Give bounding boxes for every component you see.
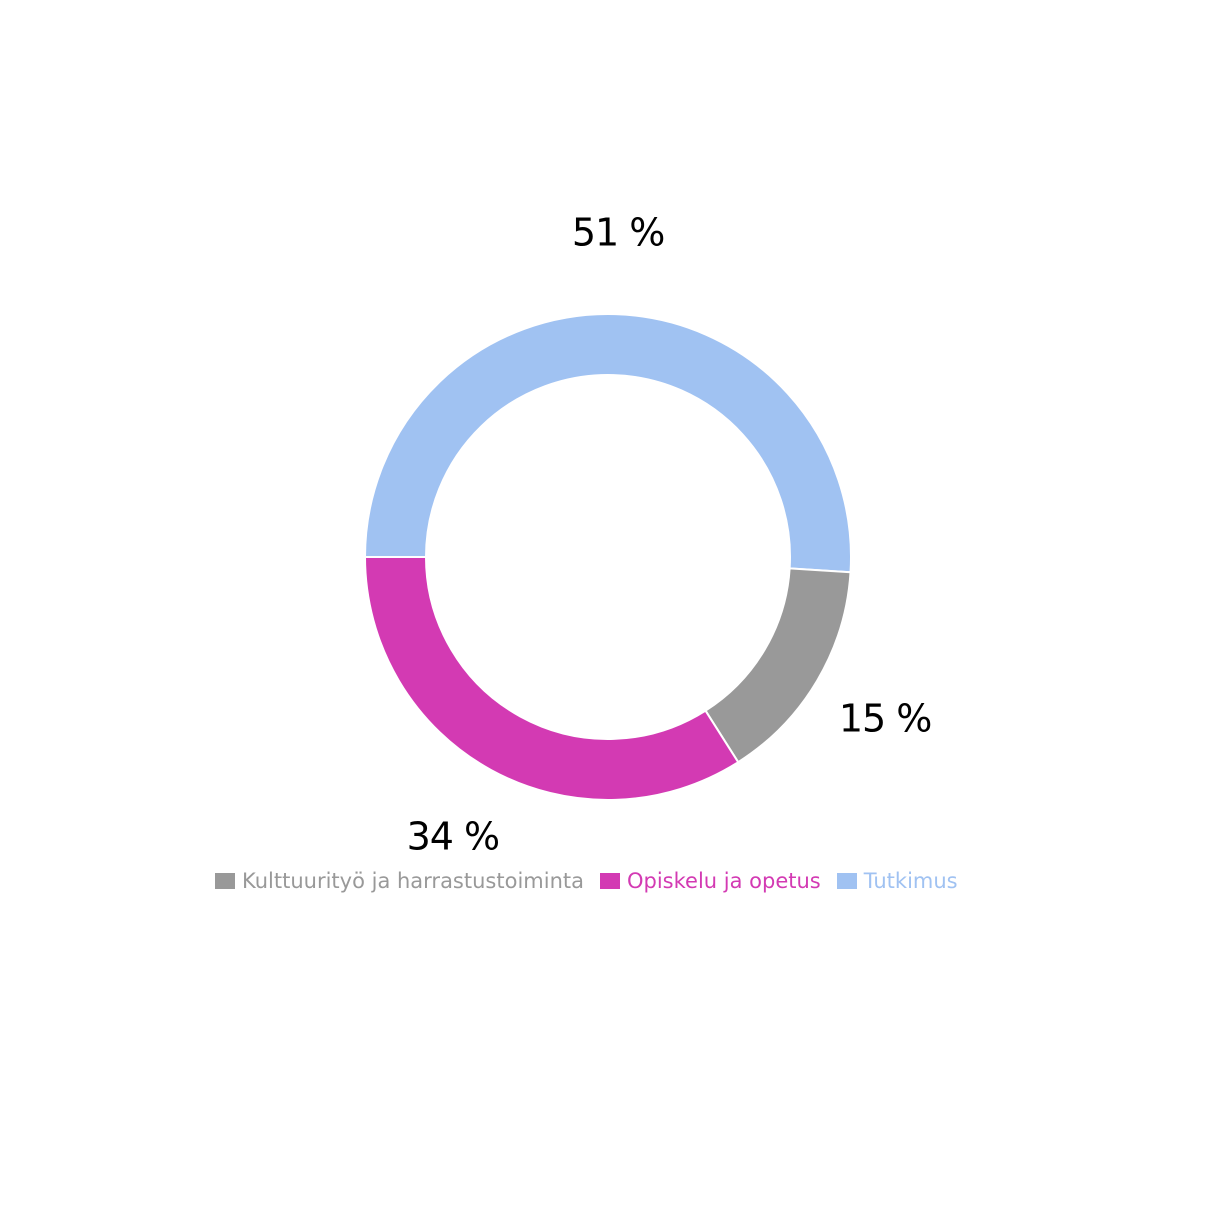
slice-tutkimus[interactable] — [363, 313, 852, 574]
slice-label-tutkimus: 51 % — [572, 211, 665, 255]
legend-item-opiskelu[interactable]: Opiskelu ja opetus — [599, 869, 821, 893]
chart-legend: Kulttuurityö ja harrastustoiminta Opiske… — [215, 866, 974, 896]
legend-label-opiskelu: Opiskelu ja opetus — [626, 869, 821, 893]
legend-item-tutkimus[interactable]: Tutkimus — [836, 869, 958, 893]
legend-item-kulttuurityo[interactable]: Kulttuurityö ja harrastustoiminta — [215, 869, 584, 893]
legend-label-kulttuurityo: Kulttuurityö ja harrastustoiminta — [242, 869, 584, 893]
slice-kulttuurityö[interactable] — [704, 567, 852, 764]
slice-label-opiskelu: 34 % — [407, 815, 500, 859]
slice-opiskelu[interactable] — [363, 556, 740, 801]
legend-swatch-tutkimus — [836, 873, 857, 889]
slice-labels: 51 % 15 % 34 % — [407, 211, 933, 859]
slice-label-kulttuurityö: 15 % — [839, 696, 932, 740]
legend-swatch-kulttuurityo — [215, 873, 235, 889]
legend-swatch-opiskelu — [599, 873, 620, 889]
donut-slices — [363, 313, 852, 801]
legend-label-tutkimus: Tutkimus — [863, 869, 958, 893]
